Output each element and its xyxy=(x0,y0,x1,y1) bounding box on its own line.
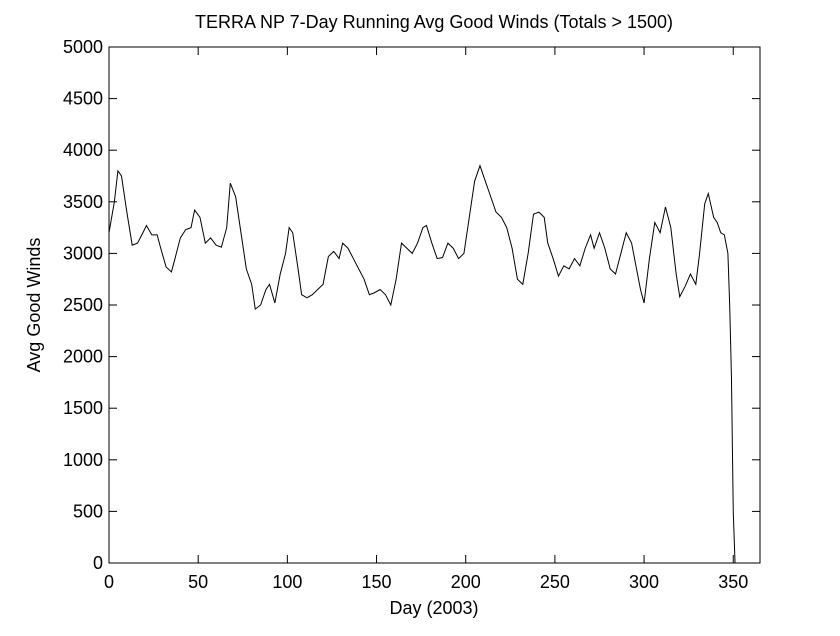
x-tick-label: 100 xyxy=(272,572,302,592)
plot-frame xyxy=(108,46,761,564)
y-axis-label: Avg Good Winds xyxy=(24,238,44,373)
x-tick-label: 150 xyxy=(362,572,392,592)
y-tick-label: 2500 xyxy=(63,295,103,315)
x-tick-label: 200 xyxy=(451,572,481,592)
x-tick-label: 300 xyxy=(629,572,659,592)
y-tick-label: 1000 xyxy=(63,450,103,470)
y-tick-label: 0 xyxy=(93,553,103,573)
y-tick-label: 500 xyxy=(73,501,103,521)
x-tick-label: 50 xyxy=(188,572,208,592)
x-tick-label: 0 xyxy=(104,572,114,592)
data-line xyxy=(108,164,736,564)
x-tick-label: 250 xyxy=(540,572,570,592)
y-tick-label: 2000 xyxy=(63,347,103,367)
x-axis-label: Day (2003) xyxy=(389,598,478,618)
chart-title: TERRA NP 7-Day Running Avg Good Winds (T… xyxy=(195,12,673,32)
y-tick-label: 5000 xyxy=(63,37,103,57)
y-tick-label: 3500 xyxy=(63,192,103,212)
y-tick-label: 3000 xyxy=(63,243,103,263)
y-tick-label: 4000 xyxy=(63,140,103,160)
y-tick-label: 1500 xyxy=(63,398,103,418)
x-tick-label: 350 xyxy=(718,572,748,592)
y-tick-label: 4500 xyxy=(63,89,103,109)
